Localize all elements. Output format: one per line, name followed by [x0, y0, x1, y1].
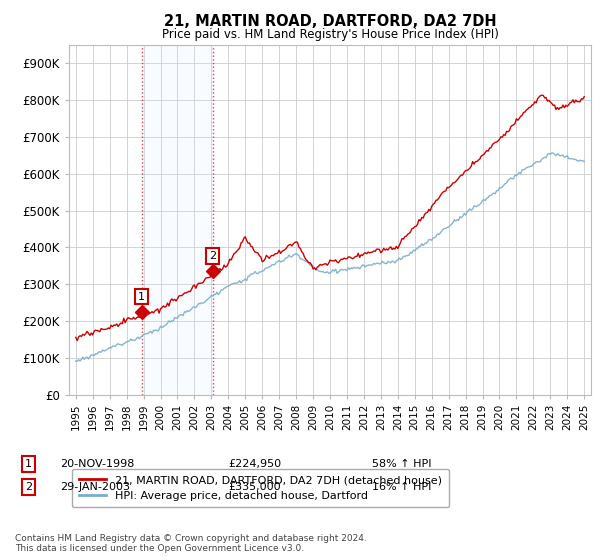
Text: Contains HM Land Registry data © Crown copyright and database right 2024.
This d: Contains HM Land Registry data © Crown c… [15, 534, 367, 553]
Text: 2: 2 [25, 482, 32, 492]
Text: 2: 2 [209, 251, 216, 261]
Text: 1: 1 [138, 292, 145, 302]
Text: 21, MARTIN ROAD, DARTFORD, DA2 7DH: 21, MARTIN ROAD, DARTFORD, DA2 7DH [164, 14, 496, 29]
Text: 20-NOV-1998: 20-NOV-1998 [60, 459, 134, 469]
Text: £335,000: £335,000 [228, 482, 281, 492]
Text: 1: 1 [25, 459, 32, 469]
Text: £224,950: £224,950 [228, 459, 281, 469]
Legend: 21, MARTIN ROAD, DARTFORD, DA2 7DH (detached house), HPI: Average price, detache: 21, MARTIN ROAD, DARTFORD, DA2 7DH (deta… [72, 469, 449, 507]
Text: 16% ↑ HPI: 16% ↑ HPI [372, 482, 431, 492]
Text: 58% ↑ HPI: 58% ↑ HPI [372, 459, 431, 469]
Bar [142, 45, 212, 395]
Text: 29-JAN-2003: 29-JAN-2003 [60, 482, 130, 492]
Text: Price paid vs. HM Land Registry's House Price Index (HPI): Price paid vs. HM Land Registry's House … [161, 28, 499, 41]
